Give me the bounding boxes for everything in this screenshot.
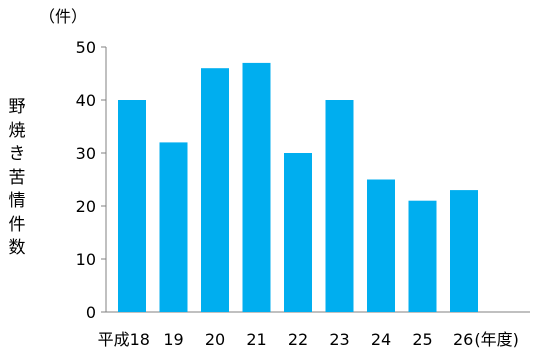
x-tick-label: 24: [371, 330, 391, 349]
y-tick-label: 40: [76, 91, 96, 110]
x-tick-label: 19: [163, 330, 183, 349]
x-axis-title: (年度): [474, 330, 519, 349]
x-tick-label: 21: [246, 330, 266, 349]
bar-平成18: [118, 100, 146, 312]
bar-20: [201, 68, 229, 312]
bar-19: [159, 142, 188, 312]
y-tick-label: 50: [76, 38, 96, 57]
bar-22: [284, 153, 312, 312]
bar-23: [325, 100, 354, 312]
y-tick-label: 0: [86, 303, 96, 322]
x-tick-label: 23: [329, 330, 349, 349]
y-tick-label: 20: [76, 197, 96, 216]
x-tick-label: 26: [453, 330, 473, 349]
bar-25: [408, 200, 437, 312]
y-tick-label: 30: [76, 144, 96, 163]
x-tick-label: 25: [412, 330, 432, 349]
x-tick-label: 22: [288, 330, 308, 349]
bars: [118, 62, 478, 313]
x-tick-label: 平成18: [98, 330, 150, 349]
tick-labels: 0 10 20 30 40 50 平成18 19 20 21 22 23 24 25 26 (年度): [76, 38, 519, 349]
bar-24: [367, 179, 395, 312]
bar-26: [450, 190, 478, 312]
bar-21: [242, 62, 271, 313]
y-unit-label: （件）: [39, 7, 88, 26]
y-axis-label: 野焼き苦情件数: [8, 97, 26, 258]
x-tick-label: 20: [205, 330, 225, 349]
y-tick-label: 10: [76, 250, 96, 269]
